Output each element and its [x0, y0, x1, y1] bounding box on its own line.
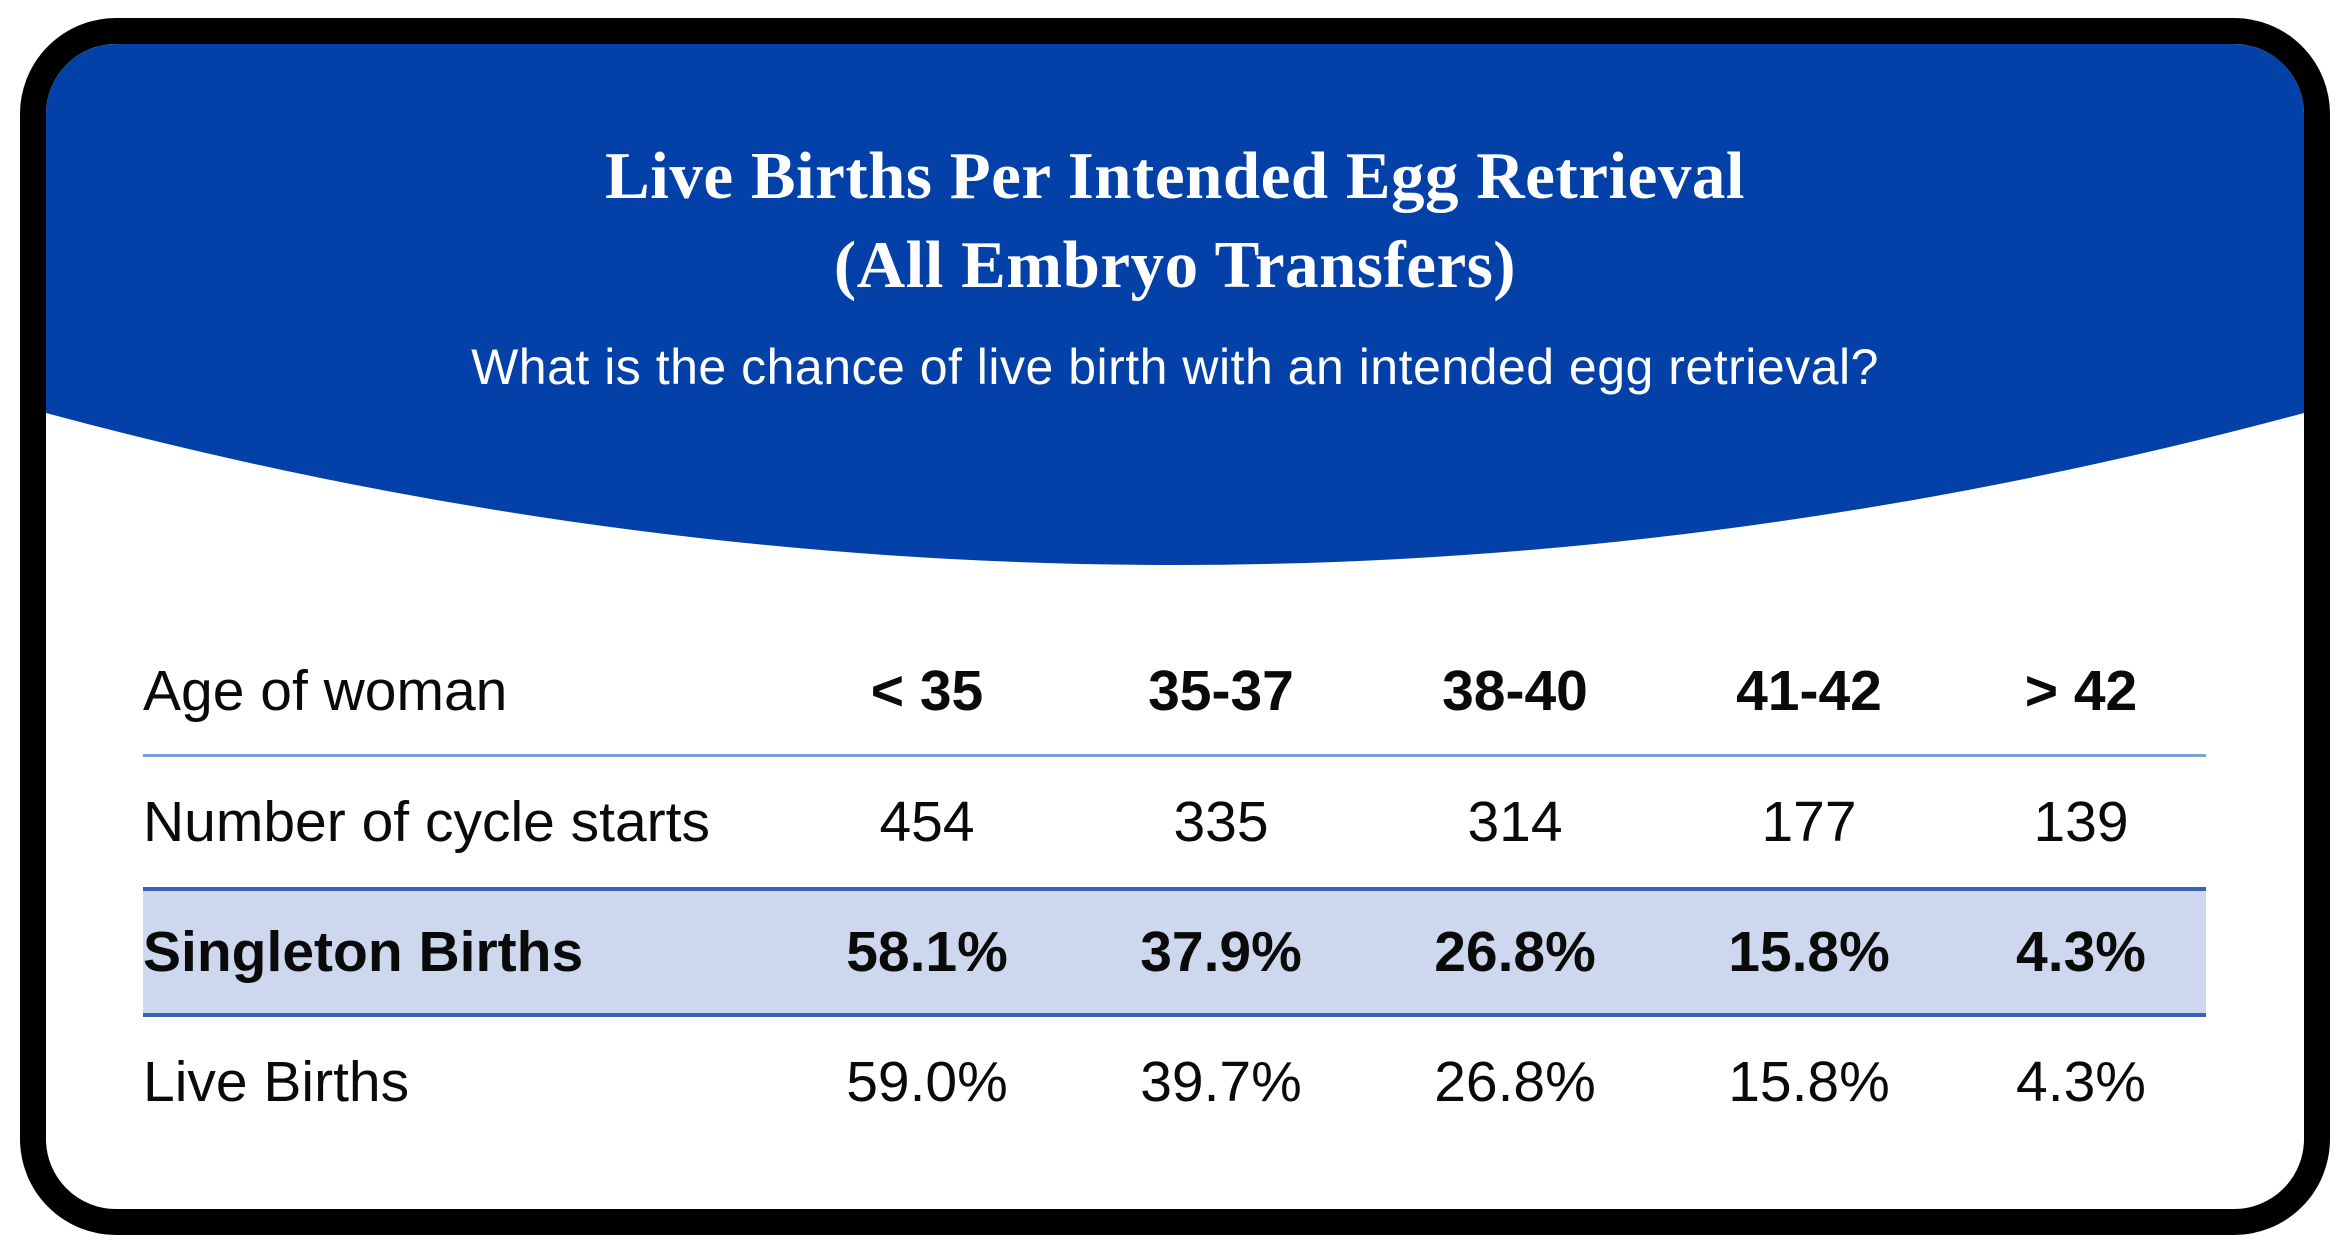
cell-value: 314	[1467, 790, 1563, 854]
infographic-card: Live Births Per Intended Egg Retrieval (…	[20, 18, 2330, 1235]
age-group-header: < 35	[870, 658, 984, 723]
cell-value: 335	[1173, 790, 1269, 854]
cell-value: 58.1%	[846, 920, 1008, 984]
age-group-header: 38-40	[1442, 658, 1588, 723]
card-inner: Live Births Per Intended Egg Retrieval (…	[46, 44, 2304, 1209]
cell-value: 4.3%	[2016, 920, 2146, 984]
header-text-block: Live Births Per Intended Egg Retrieval (…	[46, 44, 2304, 396]
cell-value: 39.7%	[1140, 1050, 1302, 1114]
stats-table: Age of woman < 35 35-37 38-40 41-42 > 42…	[143, 627, 2206, 1147]
cell-value: 4.3%	[2016, 1050, 2146, 1114]
cell-value: 177	[1761, 790, 1857, 854]
cell-value: 26.8%	[1434, 920, 1596, 984]
cell-value: 15.8%	[1728, 920, 1890, 984]
cell-value: 139	[2033, 790, 2129, 854]
table-header-row: Age of woman < 35 35-37 38-40 41-42 > 42	[143, 627, 2206, 757]
age-of-woman-label: Age of woman	[143, 658, 508, 723]
age-group-header: 41-42	[1736, 658, 1882, 723]
age-group-header: > 42	[2024, 658, 2138, 723]
age-group-header: 35-37	[1148, 658, 1294, 723]
cell-value: 454	[879, 790, 975, 854]
table-row-live-births: Live Births 59.0% 39.7% 26.8% 15.8% 4.3%	[143, 1017, 2206, 1147]
table-row-cycle-starts: Number of cycle starts 454 335 314 177 1…	[143, 757, 2206, 887]
page-title-line2: (All Embryo Transfers)	[833, 228, 1517, 303]
blue-header-wave: Live Births Per Intended Egg Retrieval (…	[46, 44, 2304, 724]
table-row-singleton-births: Singleton Births 58.1% 37.9% 26.8% 15.8%…	[143, 887, 2206, 1017]
cell-value: 59.0%	[846, 1050, 1008, 1114]
cell-value: 26.8%	[1434, 1050, 1596, 1114]
row-label: Live Births	[143, 1050, 410, 1114]
row-label: Number of cycle starts	[143, 790, 710, 854]
cell-value: 37.9%	[1140, 920, 1302, 984]
row-label: Singleton Births	[143, 920, 584, 984]
page-title: Live Births Per Intended Egg Retrieval (…	[46, 132, 2304, 310]
page-subtitle: What is the chance of live birth with an…	[471, 339, 1879, 396]
cell-value: 15.8%	[1728, 1050, 1890, 1114]
page-title-line1: Live Births Per Intended Egg Retrieval	[605, 139, 1745, 213]
header-wave-shape	[46, 44, 2304, 565]
